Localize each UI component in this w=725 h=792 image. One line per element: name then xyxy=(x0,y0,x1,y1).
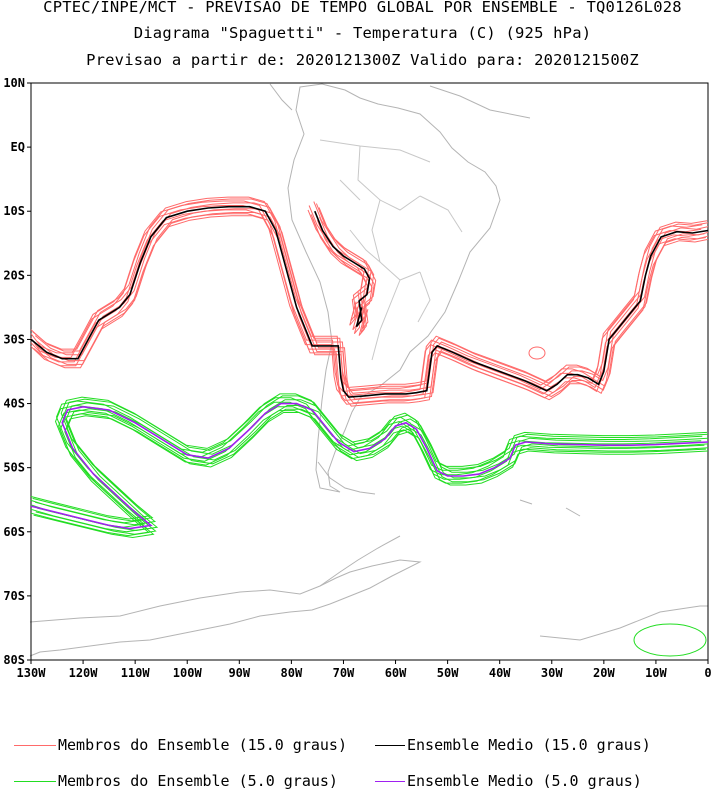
small-red-contour xyxy=(528,346,546,360)
legend-item-mean-15: Ensemble Medio (15.0 graus) xyxy=(375,736,725,754)
legend-label-mean-5: Ensemble Medio (5.0 graus) xyxy=(407,772,642,790)
legend-swatch-mean-5 xyxy=(375,780,405,782)
legend-label-members-15: Membros do Ensemble (15.0 graus) xyxy=(58,736,347,754)
antarctica-coastline xyxy=(29,559,422,657)
map-frame xyxy=(30,82,709,661)
ensemble-mean-5-line xyxy=(30,402,709,530)
south-america-coastline xyxy=(287,83,501,493)
member-15-line xyxy=(307,209,364,326)
lon-tick-label: 80W xyxy=(281,666,303,680)
central-america-coastline xyxy=(269,83,293,111)
legend-item-mean-5: Ensemble Medio (5.0 graus) xyxy=(375,772,725,790)
ensemble-mean-layer xyxy=(30,205,709,530)
tierra-del-fuego xyxy=(317,461,376,495)
country-borders xyxy=(319,139,463,361)
legend-label-mean-15: Ensemble Medio (15.0 graus) xyxy=(407,736,651,754)
lon-tick-label: 40W xyxy=(489,666,511,680)
lon-tick-label: 130W xyxy=(17,666,47,680)
caribbean-coastline xyxy=(429,85,531,119)
legend-row-1: Membros do Ensemble (15.0 graus) Ensembl… xyxy=(14,734,725,756)
lon-tick-label: 60W xyxy=(385,666,407,680)
lat-tick-label: 30S xyxy=(3,332,25,346)
member-15-line xyxy=(30,196,708,389)
member-5-line xyxy=(37,405,709,532)
lat-tick-label: 40S xyxy=(3,397,25,411)
lon-tick-label: 50W xyxy=(437,666,459,680)
title-line-3: Previsao a partir de: 2020121300Z Valido… xyxy=(86,51,639,69)
south-georgia xyxy=(519,499,581,517)
member-5-line xyxy=(30,410,706,537)
legend-swatch-members-15 xyxy=(14,744,56,746)
member-15-line xyxy=(35,212,709,404)
lon-tick-label: 20W xyxy=(593,666,615,680)
lon-tick-label: 110W xyxy=(121,666,151,680)
member-5-line xyxy=(33,412,709,539)
member-15-line xyxy=(319,216,375,333)
legend-item-members-5: Membros do Ensemble (5.0 graus) xyxy=(14,772,379,790)
member-15-line xyxy=(34,202,709,394)
lon-tick-label: 90W xyxy=(228,666,250,680)
member-5-line xyxy=(35,399,709,526)
coastlines-layer xyxy=(29,83,708,657)
lat-tick-label: 20S xyxy=(3,268,25,282)
small-green-contour xyxy=(633,623,707,657)
lat-tick-label: EQ xyxy=(11,140,25,154)
member-15-line xyxy=(30,205,702,397)
lon-tick-label: 10W xyxy=(645,666,667,680)
lat-tick-label: 50S xyxy=(3,461,25,475)
legend-item-members-15: Membros do Ensemble (15.0 graus) xyxy=(14,736,379,754)
member-5-line xyxy=(30,406,705,533)
legend-swatch-members-5 xyxy=(14,780,56,782)
lat-tick-label: 10S xyxy=(3,204,25,218)
member-15-line xyxy=(33,215,709,407)
lon-tick-label: 30W xyxy=(541,666,563,680)
lat-tick-label: 60S xyxy=(3,525,25,539)
lon-tick-label: 120W xyxy=(69,666,99,680)
lat-tick-label: 80S xyxy=(3,653,25,667)
member-15-line xyxy=(308,205,365,322)
member-5-line xyxy=(30,393,708,520)
lat-tick-label: 10N xyxy=(3,76,25,90)
member-15-line xyxy=(30,200,703,392)
lat-tick-label: 70S xyxy=(3,589,25,603)
legend-label-members-5: Membros do Ensemble (5.0 graus) xyxy=(58,772,338,790)
member-5-line xyxy=(30,397,703,524)
member-15-line xyxy=(32,198,709,391)
legend-row-2: Membros do Ensemble (5.0 graus) Ensemble… xyxy=(14,770,725,792)
lon-tick-label: 100W xyxy=(173,666,203,680)
member-15-line xyxy=(312,218,368,335)
ensemble-mean-15-line xyxy=(30,205,709,398)
ensemble-mean-15-line xyxy=(314,210,371,328)
member-5-line xyxy=(35,408,709,535)
legend-swatch-mean-15 xyxy=(375,744,405,746)
title-line-1: CPTEC/INPE/MCT - PREVISAO DE TEMPO GLOBA… xyxy=(43,0,682,16)
antarctic-peninsula xyxy=(319,535,401,587)
weddell-coast xyxy=(539,605,708,641)
lon-tick-label: 70W xyxy=(333,666,355,680)
ensemble-members-15-layer xyxy=(30,196,709,407)
member-15-line xyxy=(320,212,377,329)
title-line-2: Diagrama "Spaguetti" - Temperatura (C) (… xyxy=(133,24,592,42)
lon-tick-label: 0 xyxy=(704,666,711,680)
